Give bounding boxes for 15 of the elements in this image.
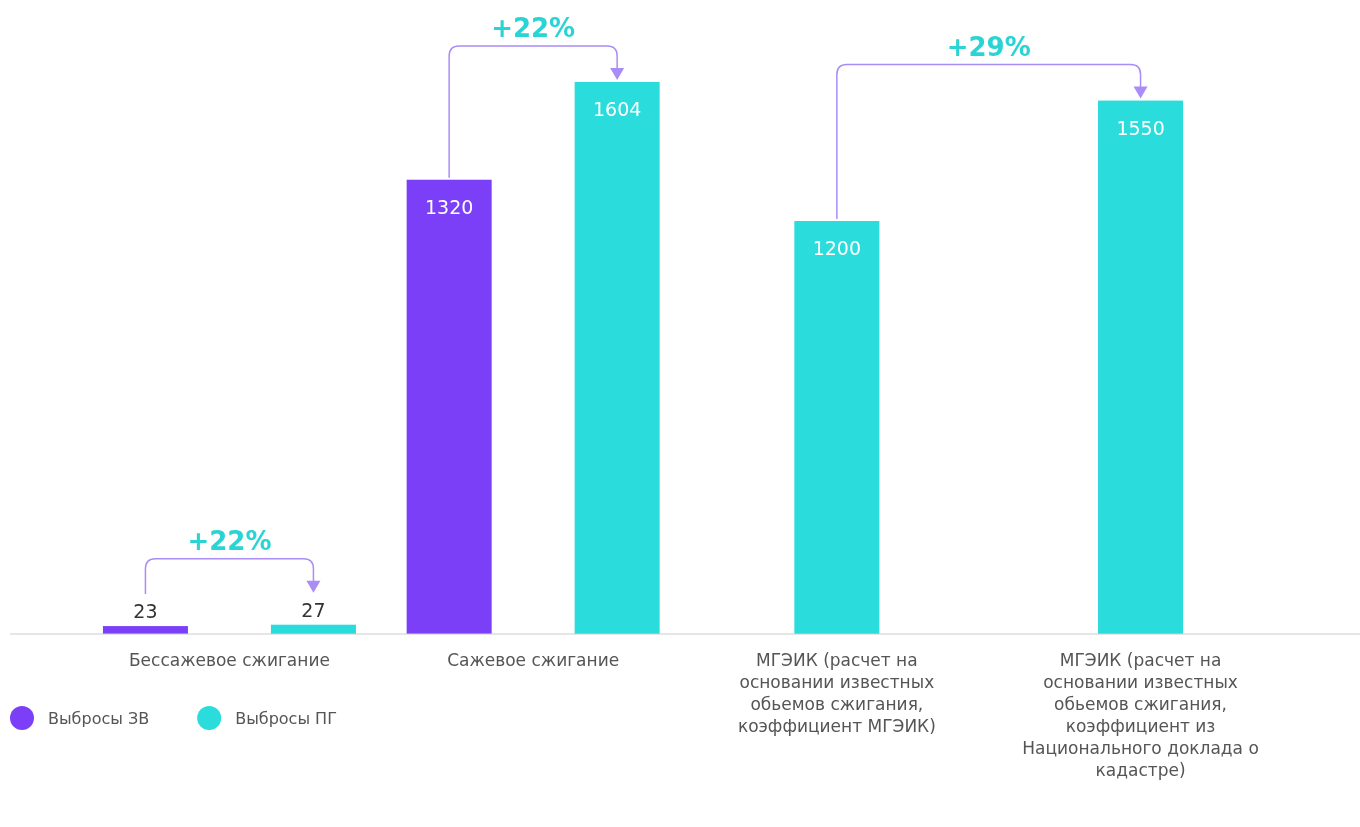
annotation: +22% [187,525,272,556]
data-label: 1604 [592,98,642,120]
text: +22% [491,13,576,43]
data-label: 23 [133,600,158,623]
data-label: 1320 [424,195,474,218]
x-tick-label: Сажевое сжигание [447,650,620,670]
data-label: 1550 [1116,116,1165,139]
x-tick-label: Бессажевое сжигание [128,650,330,670]
legend-label: Выбросы ЗВ [48,709,150,728]
data-label: 27 [301,598,326,621]
legend-label: Выбросы ПГ [235,709,337,728]
x-tick-label: МГЭИК (расчет на основании известных обьемов сжигания, коэффициент из Национального доклада о кадастре) [1022,650,1259,780]
data-label: 1200 [812,237,862,260]
text: +29% [946,31,1031,62]
x-tick-label: МГЭИК (расчет на основании известных обьемов сжигания, коэффициент МГЭИК) [737,650,936,736]
